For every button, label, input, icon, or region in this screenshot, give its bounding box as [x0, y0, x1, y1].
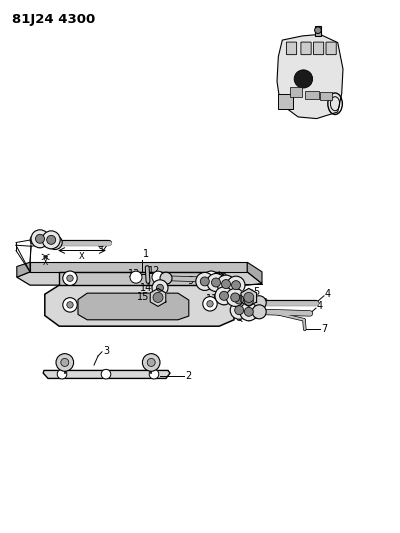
- Circle shape: [240, 303, 258, 321]
- Circle shape: [222, 280, 230, 288]
- Text: 6: 6: [231, 290, 237, 301]
- Bar: [278, 94, 293, 109]
- Text: 15: 15: [137, 293, 149, 302]
- Circle shape: [42, 231, 60, 249]
- Circle shape: [232, 281, 240, 289]
- Circle shape: [230, 301, 248, 319]
- Text: 5: 5: [237, 296, 243, 306]
- Circle shape: [63, 271, 77, 286]
- Circle shape: [217, 275, 235, 293]
- Polygon shape: [247, 262, 262, 284]
- Circle shape: [207, 301, 213, 307]
- Polygon shape: [17, 272, 262, 285]
- Circle shape: [200, 277, 209, 286]
- Circle shape: [252, 296, 266, 310]
- Circle shape: [57, 369, 67, 379]
- Circle shape: [142, 353, 160, 372]
- Circle shape: [203, 296, 217, 311]
- Text: 3: 3: [103, 346, 109, 356]
- Circle shape: [153, 293, 163, 302]
- Text: 8: 8: [220, 273, 226, 283]
- Text: 6: 6: [244, 289, 250, 300]
- Circle shape: [204, 271, 218, 286]
- Circle shape: [220, 292, 228, 300]
- Bar: [290, 87, 302, 97]
- Circle shape: [226, 288, 244, 306]
- Circle shape: [31, 230, 49, 248]
- Polygon shape: [43, 370, 170, 378]
- Text: 9: 9: [188, 277, 194, 286]
- Bar: [320, 92, 332, 100]
- Circle shape: [47, 236, 56, 244]
- Circle shape: [240, 292, 258, 310]
- Circle shape: [67, 275, 73, 281]
- Circle shape: [152, 271, 164, 283]
- Text: 7: 7: [321, 325, 327, 334]
- Circle shape: [215, 287, 233, 305]
- Text: 14: 14: [140, 283, 152, 293]
- Circle shape: [152, 280, 168, 296]
- Text: 6: 6: [236, 313, 242, 323]
- Polygon shape: [78, 293, 189, 320]
- Text: 4: 4: [317, 302, 323, 311]
- Circle shape: [244, 293, 254, 302]
- Circle shape: [252, 305, 266, 319]
- Circle shape: [130, 271, 142, 283]
- Circle shape: [149, 369, 159, 379]
- Polygon shape: [17, 262, 30, 277]
- Text: 5: 5: [42, 237, 48, 247]
- Bar: [305, 91, 319, 99]
- Text: 4: 4: [97, 240, 103, 251]
- Text: 5: 5: [253, 287, 259, 297]
- Text: 12: 12: [148, 266, 160, 276]
- Text: 5: 5: [252, 311, 258, 321]
- Circle shape: [230, 290, 248, 309]
- Circle shape: [156, 284, 164, 292]
- Ellipse shape: [294, 70, 313, 88]
- Circle shape: [231, 293, 240, 302]
- Circle shape: [160, 272, 172, 284]
- Text: 1: 1: [143, 248, 149, 259]
- Bar: [315, 26, 320, 36]
- Text: 10: 10: [257, 298, 269, 308]
- Polygon shape: [219, 272, 234, 297]
- Polygon shape: [277, 34, 343, 118]
- Text: 11: 11: [206, 294, 218, 304]
- Polygon shape: [45, 285, 234, 326]
- Circle shape: [235, 295, 244, 304]
- Text: X: X: [79, 252, 85, 261]
- Text: 2: 2: [185, 372, 192, 381]
- Circle shape: [61, 358, 69, 367]
- FancyBboxPatch shape: [286, 42, 297, 55]
- Text: 81J24 4300: 81J24 4300: [12, 13, 95, 26]
- Text: X: X: [43, 258, 48, 267]
- Polygon shape: [150, 288, 166, 306]
- Polygon shape: [241, 288, 256, 306]
- Polygon shape: [59, 272, 219, 285]
- Circle shape: [48, 236, 62, 249]
- Circle shape: [212, 278, 220, 287]
- Circle shape: [63, 297, 77, 312]
- Circle shape: [196, 272, 214, 290]
- Circle shape: [36, 235, 44, 243]
- Text: 4: 4: [325, 289, 331, 299]
- Circle shape: [56, 353, 74, 372]
- Circle shape: [67, 302, 73, 308]
- Circle shape: [235, 306, 244, 314]
- Polygon shape: [30, 262, 247, 272]
- Circle shape: [244, 308, 253, 316]
- Circle shape: [315, 27, 321, 34]
- Circle shape: [208, 275, 214, 281]
- Text: 13: 13: [128, 270, 140, 279]
- Circle shape: [207, 273, 225, 292]
- Circle shape: [227, 276, 245, 294]
- Text: 6: 6: [28, 236, 34, 246]
- Circle shape: [147, 358, 155, 367]
- FancyBboxPatch shape: [301, 42, 311, 55]
- FancyBboxPatch shape: [314, 42, 324, 55]
- Circle shape: [101, 369, 111, 379]
- Circle shape: [244, 297, 253, 305]
- FancyBboxPatch shape: [326, 42, 336, 55]
